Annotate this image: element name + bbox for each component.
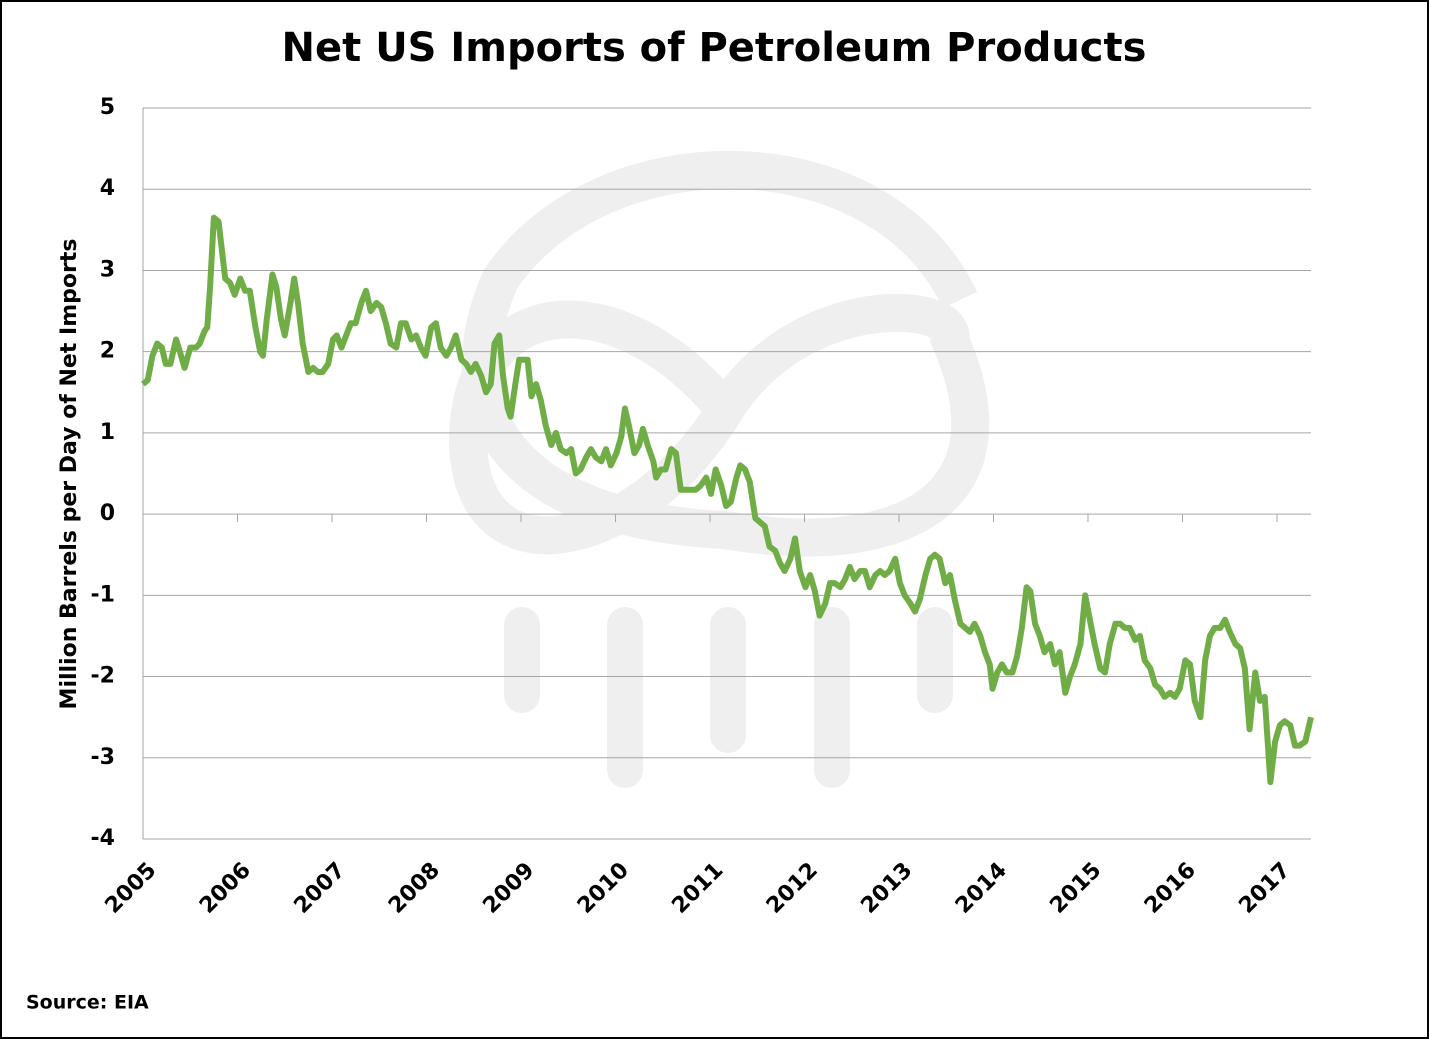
data-line <box>141 214 1314 786</box>
y-tick-label: -1 <box>91 582 115 607</box>
y-tick-label: 0 <box>100 501 115 526</box>
y-tick-label: -3 <box>91 745 115 770</box>
y-tick-label: 3 <box>100 257 115 282</box>
source: Source: EIA <box>26 992 149 1014</box>
watermark <box>448 151 990 788</box>
y-tick-label: -4 <box>91 826 115 851</box>
y-tick-label: 1 <box>100 420 115 445</box>
y-tick-label: -2 <box>91 664 115 689</box>
chart-title: Net US Imports of Petroleum Products <box>282 25 1147 71</box>
y-axis-label: Million Barrels per Day of Net Imports <box>57 239 82 710</box>
y-tick-label: 5 <box>100 95 115 120</box>
y-tick-label: 2 <box>100 339 115 364</box>
y-tick-label: 4 <box>100 176 115 201</box>
